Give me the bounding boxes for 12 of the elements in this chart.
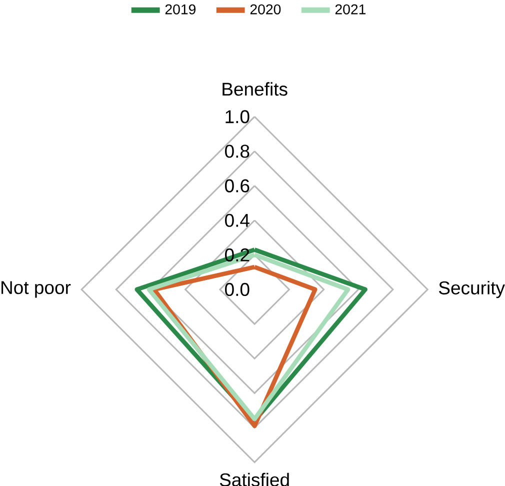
y-tick-label: 0.6: [225, 179, 250, 192]
legend-label: 2019: [165, 4, 196, 14]
spoke-label: Not poor: [2, 280, 71, 298]
spoke-label: Security: [438, 280, 505, 298]
spoke-label: Benefits: [222, 82, 288, 96]
legend-label: 2020: [250, 4, 281, 14]
y-tick-label: 0.4: [225, 214, 250, 227]
y-tick-label: 1.0: [226, 110, 250, 124]
y-tick-label: 0.0: [225, 282, 250, 296]
y-tick-label: 0.8: [225, 144, 250, 158]
spoke-label: Satisfied: [220, 472, 289, 486]
legend-label: 2021: [335, 4, 366, 14]
